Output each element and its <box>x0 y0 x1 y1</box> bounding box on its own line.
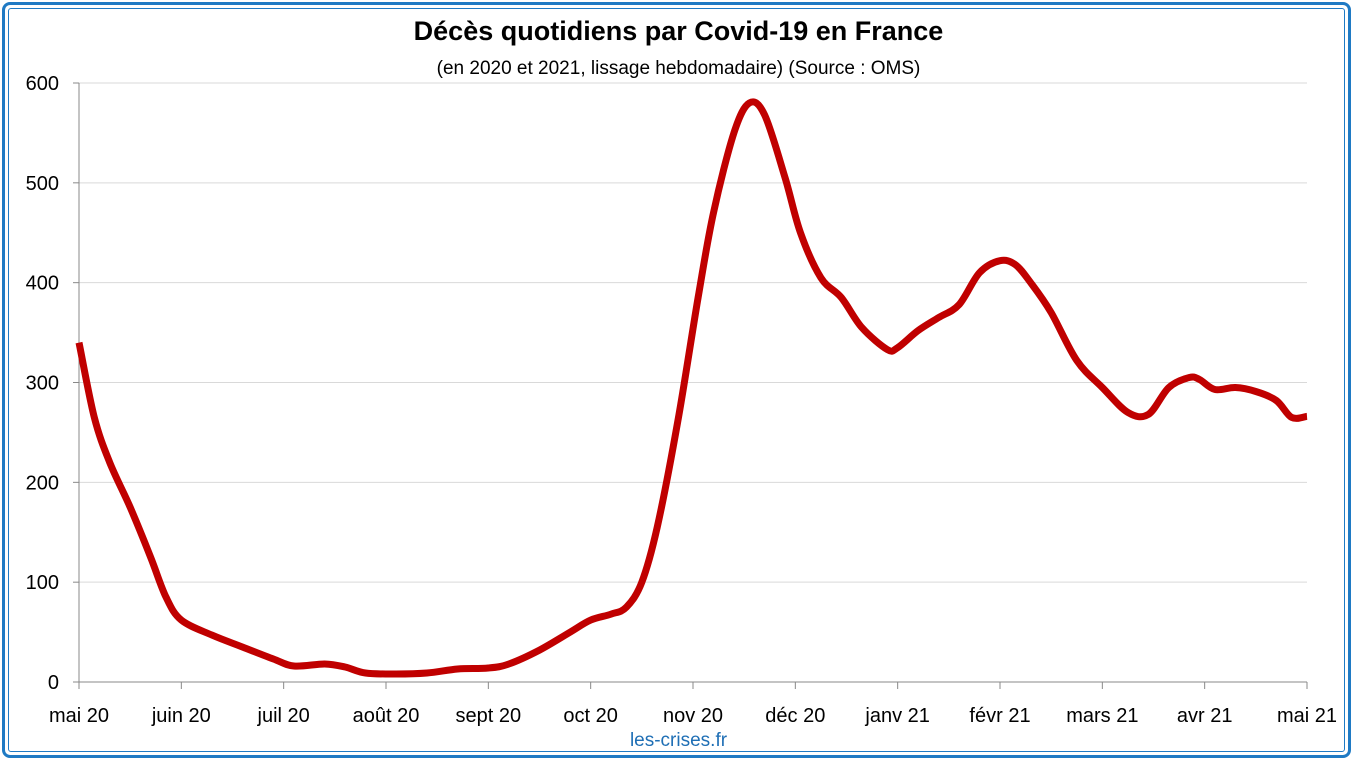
x-tick-label: août 20 <box>353 705 420 727</box>
chart-inner-border <box>8 8 1345 752</box>
source-credit: les-crises.fr <box>629 730 728 751</box>
y-tick-label: 100 <box>26 572 59 594</box>
x-tick-label: févr 21 <box>969 705 1030 727</box>
x-tick-label: mars 21 <box>1066 705 1138 727</box>
y-tick-label: 500 <box>26 173 59 195</box>
x-tick-label: nov 20 <box>663 705 723 727</box>
x-tick-label: janv 21 <box>864 705 930 727</box>
chart-subtitle: (en 2020 et 2021, lissage hebdomadaire) … <box>436 58 921 79</box>
x-tick-label: oct 20 <box>563 705 617 727</box>
x-tick-label: juil 20 <box>257 705 310 727</box>
y-tick-label: 400 <box>26 273 59 295</box>
y-axis: 0 100 200 300 400 500 600 <box>26 73 80 694</box>
x-tick-label: mai 21 <box>1277 705 1337 727</box>
x-tick-label: déc 20 <box>765 705 825 727</box>
x-tick-label: avr 21 <box>1177 705 1233 727</box>
x-tick-label: sept 20 <box>456 705 522 727</box>
y-tick-label: 200 <box>26 472 59 494</box>
y-tick-label: 300 <box>26 373 59 395</box>
y-tick-label: 600 <box>26 73 59 95</box>
x-tick-label: juin 20 <box>151 705 211 727</box>
chart-title: Décès quotidiens par Covid-19 en France <box>413 16 944 46</box>
x-tick-label: mai 20 <box>49 705 109 727</box>
series-line <box>75 98 1308 678</box>
x-axis: mai 20 juin 20 juil 20 août 20 sept 20 oct 20… <box>49 681 1337 727</box>
series-layer <box>75 98 1308 678</box>
gridlines <box>79 82 1307 583</box>
y-tick-label: 0 <box>48 672 59 694</box>
